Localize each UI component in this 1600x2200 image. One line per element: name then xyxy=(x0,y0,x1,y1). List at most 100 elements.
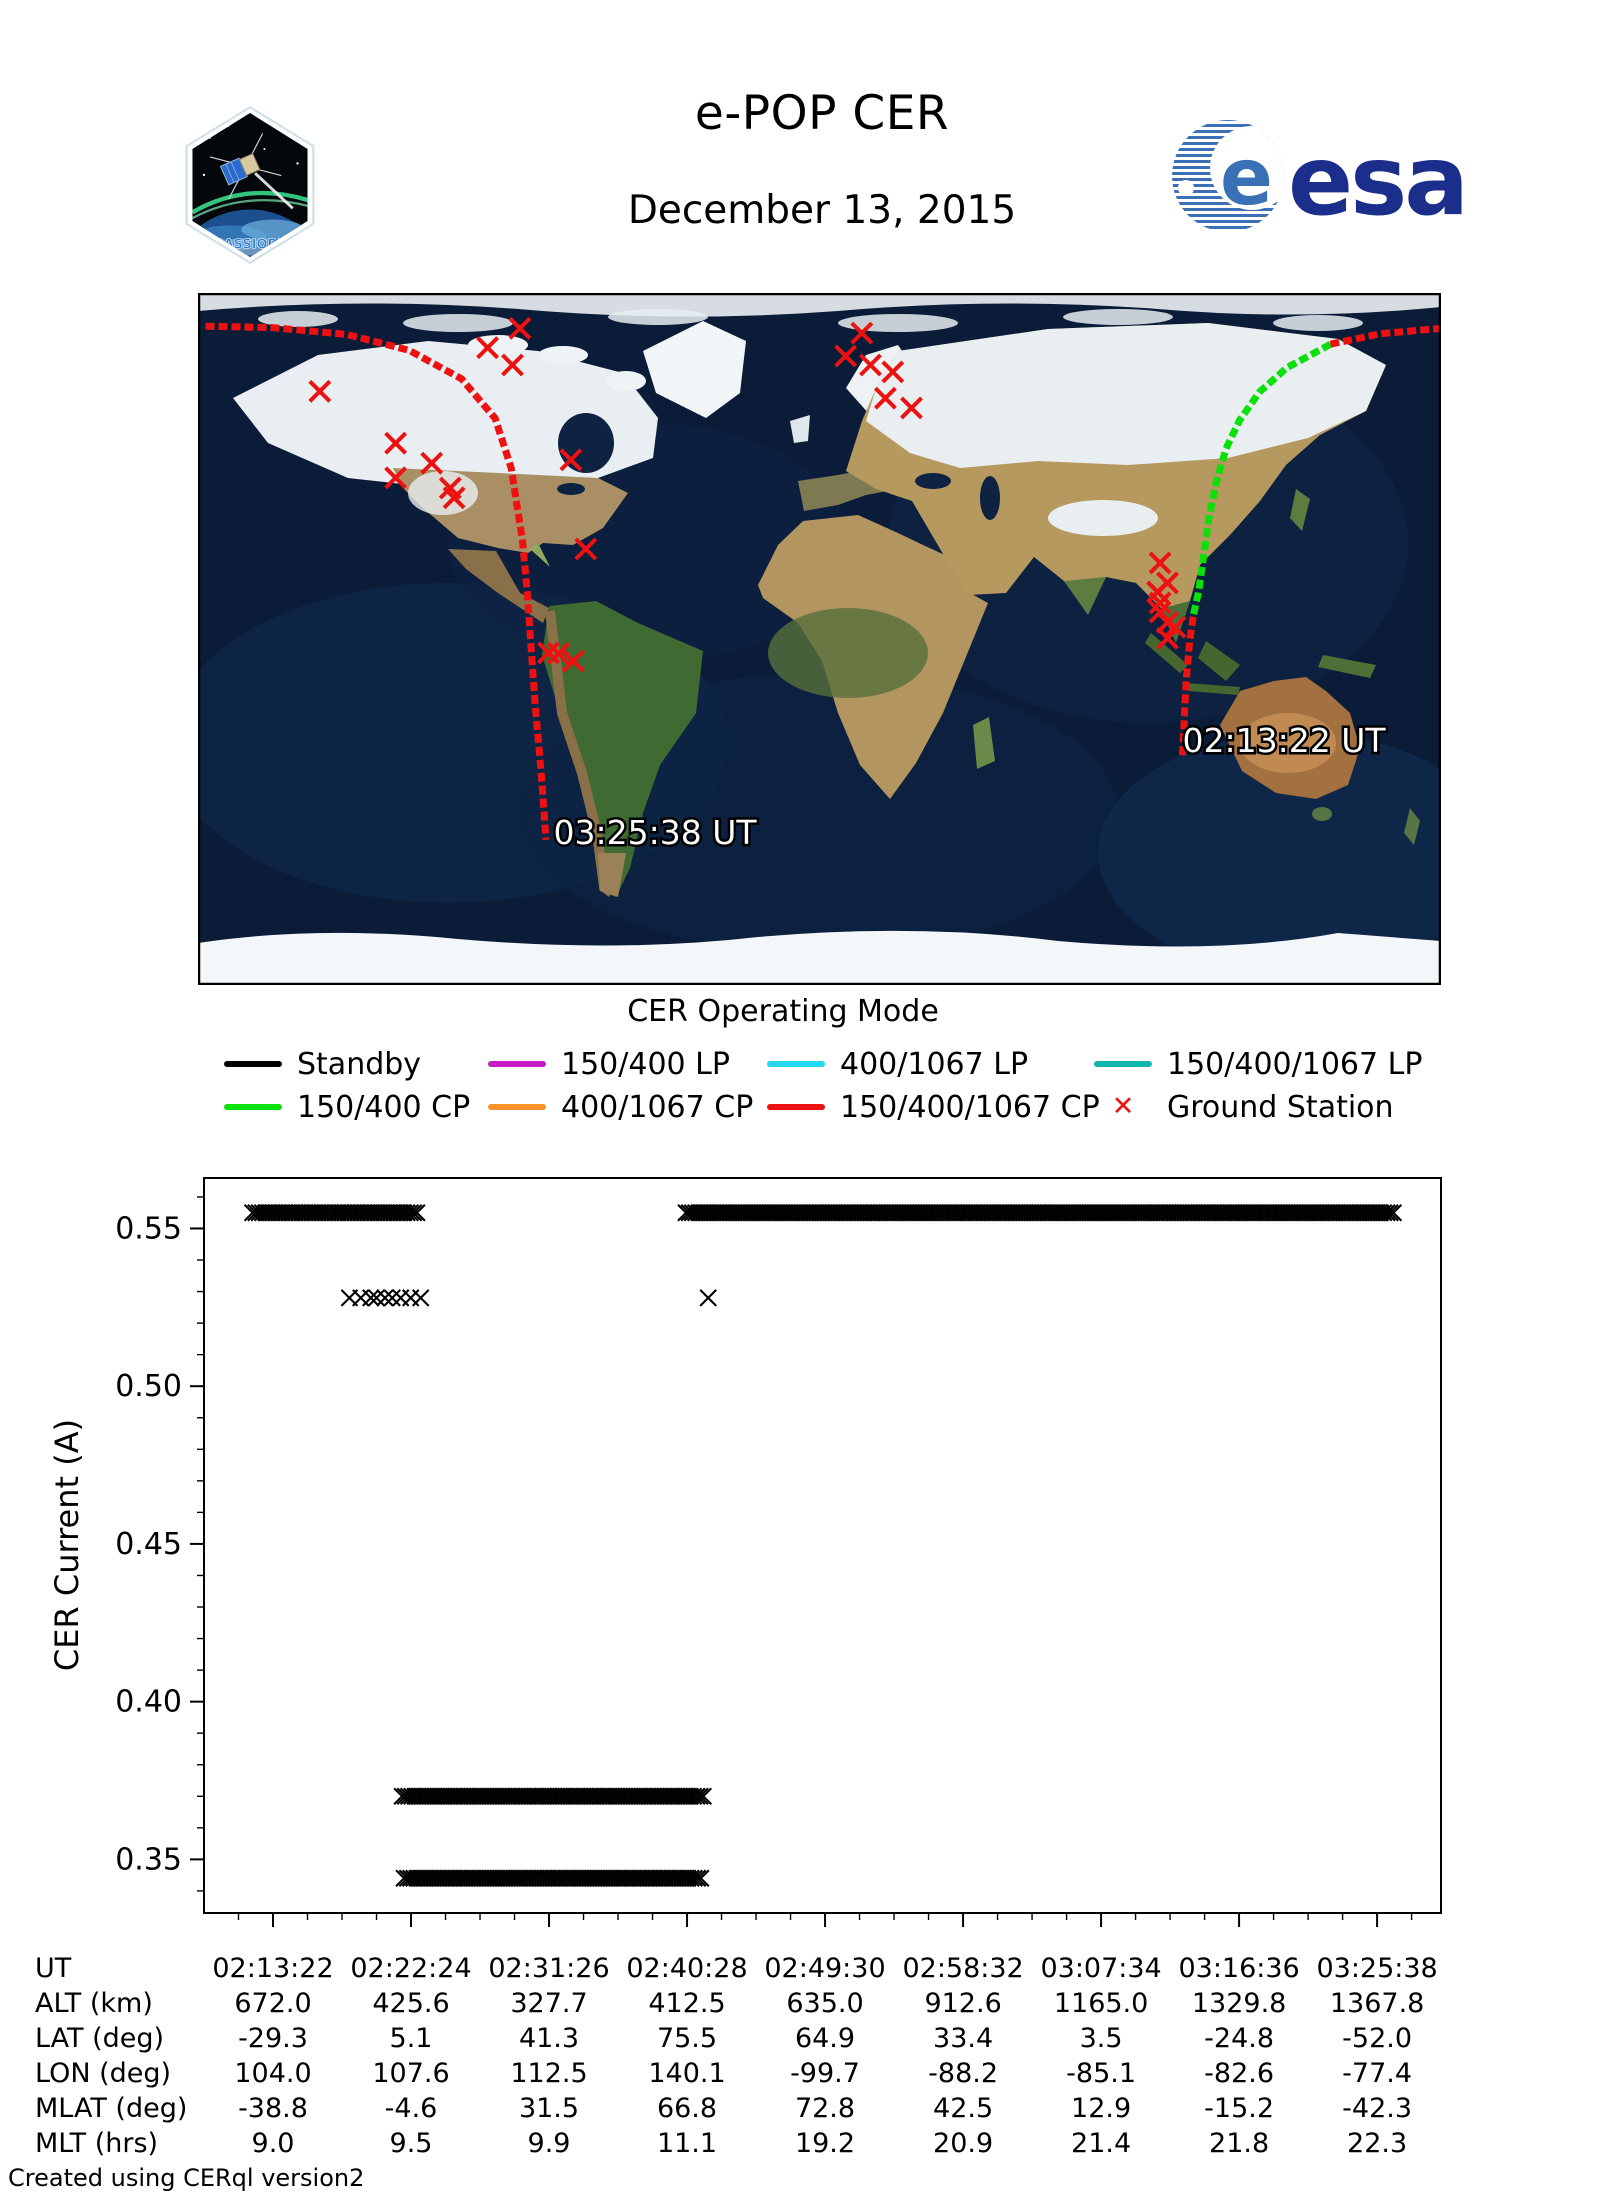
map-canvas: 02:13:22 UT 03:25:38 UT xyxy=(198,293,1441,985)
table-cell: 22.3 xyxy=(1347,2128,1408,2159)
table-row-label: ALT (km) xyxy=(35,1988,153,2019)
table-cell: 31.5 xyxy=(518,2093,580,2124)
ground-station-marker xyxy=(881,360,905,384)
table-cell: 02:13:22 xyxy=(212,1953,334,1984)
legend-line-swatch xyxy=(224,1061,282,1067)
table-cell: 72.8 xyxy=(794,2093,856,2124)
series-transition-cluster xyxy=(340,1289,430,1307)
table-row-label: MLAT (deg) xyxy=(35,2093,188,2124)
esa-wordmark: esa xyxy=(1288,125,1466,237)
data-marker xyxy=(1378,1203,1396,1222)
table-cell: 425.6 xyxy=(372,1988,450,2019)
data-marker xyxy=(688,1787,706,1806)
table-cell: -29.3 xyxy=(238,2023,308,2054)
table-cell: 41.3 xyxy=(518,2023,580,2054)
pass-end-time-label: 03:25:38 UT xyxy=(554,813,758,852)
table-cell: 75.5 xyxy=(656,2023,718,2054)
ground-station-marker xyxy=(900,396,923,420)
ground-station-marker xyxy=(476,336,500,360)
footer-note: Created using CERql version2 xyxy=(8,2164,365,2192)
data-marker xyxy=(376,1289,394,1307)
series-operate-band-low xyxy=(395,1869,710,1888)
table-cell: 21.8 xyxy=(1209,2128,1270,2159)
continents xyxy=(198,293,1441,985)
y-tick-label: 0.35 xyxy=(115,1842,182,1877)
table-cell: 64.9 xyxy=(794,2023,856,2054)
table-cell: 635.0 xyxy=(786,1988,864,2019)
legend-entry: 150/400/1067 CP xyxy=(767,1089,1100,1125)
table-cell: 02:40:28 xyxy=(626,1953,748,1984)
patch-art: CASSIOPE xyxy=(192,113,308,257)
ground-station-marker xyxy=(1156,626,1179,650)
ground-station-marker xyxy=(547,642,570,665)
table-cell: 140.1 xyxy=(648,2058,726,2089)
world-map: 02:13:22 UT 03:25:38 UT xyxy=(198,293,1441,985)
legend-entry: 400/1067 LP xyxy=(767,1046,1028,1082)
data-marker xyxy=(1381,1203,1399,1222)
table-cell: 9.0 xyxy=(251,2128,295,2159)
legend-entry-label: 400/1067 LP xyxy=(840,1046,1029,1082)
table-cell: -42.3 xyxy=(1342,2093,1413,2124)
legend-entry-label: 150/400/1067 CP xyxy=(840,1089,1100,1125)
y-tick-label: 0.40 xyxy=(115,1685,182,1720)
ground-station-marker xyxy=(442,486,466,510)
legend-entry-label: 150/400/1067 LP xyxy=(1167,1046,1423,1082)
table-cell: 33.4 xyxy=(933,2023,994,2054)
table-cell: -82.6 xyxy=(1204,2058,1275,2089)
data-marker xyxy=(688,1869,707,1888)
table-cell: 20.9 xyxy=(933,2128,994,2159)
data-marker xyxy=(404,1203,423,1222)
y-axis-label: CER Current (A) xyxy=(48,1419,86,1671)
table-cell: 1165.0 xyxy=(1053,1988,1149,2019)
table-cell: 9.5 xyxy=(389,2128,433,2159)
table-row-label: UT xyxy=(35,1953,72,1984)
ground-station-marker xyxy=(873,386,897,410)
orbit-track-segment xyxy=(205,322,550,840)
table-cell: -99.7 xyxy=(790,2058,860,2089)
map-border xyxy=(198,293,1441,985)
page-title: e-POP CER xyxy=(694,86,950,141)
legend-entry-label: 150/400 CP xyxy=(297,1089,471,1125)
esa-logo: e esa xyxy=(1172,120,1469,237)
data-marker xyxy=(408,1203,426,1222)
legend-entry-label: 400/1067 CP xyxy=(561,1089,754,1125)
table-cell: 42.5 xyxy=(933,2093,994,2124)
ground-station-marker xyxy=(834,344,858,368)
table-cell: 03:16:36 xyxy=(1178,1953,1300,1984)
table-cell: -4.6 xyxy=(384,2093,438,2124)
data-marker xyxy=(1384,1203,1403,1222)
orbit-track-segment xyxy=(1329,324,1441,348)
table-cell: -52.0 xyxy=(1342,2023,1413,2054)
ground-station-marker xyxy=(859,353,882,377)
series-standby-band-2 xyxy=(677,1203,1403,1222)
table-cell: -24.8 xyxy=(1204,2023,1275,2054)
table-cell: 912.6 xyxy=(924,1988,1002,2019)
table-row-label: MLT (hrs) xyxy=(35,2128,159,2159)
legend-line-swatch xyxy=(767,1061,825,1067)
legend-line-swatch xyxy=(488,1061,546,1067)
legend-entry-label: Standby xyxy=(297,1046,422,1082)
legend-entry-label: Ground Station xyxy=(1167,1089,1394,1125)
data-marker xyxy=(401,1203,420,1222)
y-tick-label: 0.45 xyxy=(115,1527,182,1562)
table-cell: 5.1 xyxy=(389,2023,433,2054)
ground-station-marker xyxy=(384,466,408,490)
table-cell: 412.5 xyxy=(648,1988,726,2019)
ground-station-marker xyxy=(561,649,585,673)
table-row-label: LAT (deg) xyxy=(35,2023,165,2054)
legend-entry: Standby xyxy=(224,1046,421,1082)
table-cell: -15.2 xyxy=(1204,2093,1275,2124)
data-marker xyxy=(367,1289,386,1307)
ground-station-marker xyxy=(508,316,532,340)
table-cell: 1329.8 xyxy=(1191,1988,1287,2019)
y-tick-label: 0.55 xyxy=(115,1211,182,1246)
table-cell: 672.0 xyxy=(234,1988,312,2019)
ground-station-marker xyxy=(1148,551,1172,575)
legend-entry: 150/400 CP xyxy=(224,1089,470,1125)
legend-title: CER Operating Mode xyxy=(627,994,939,1029)
table-cell: 112.5 xyxy=(510,2058,588,2089)
table-cell: 02:49:30 xyxy=(764,1953,886,1984)
ground-station-marker xyxy=(1148,591,1172,615)
esa-globe-e: e xyxy=(1220,133,1273,223)
